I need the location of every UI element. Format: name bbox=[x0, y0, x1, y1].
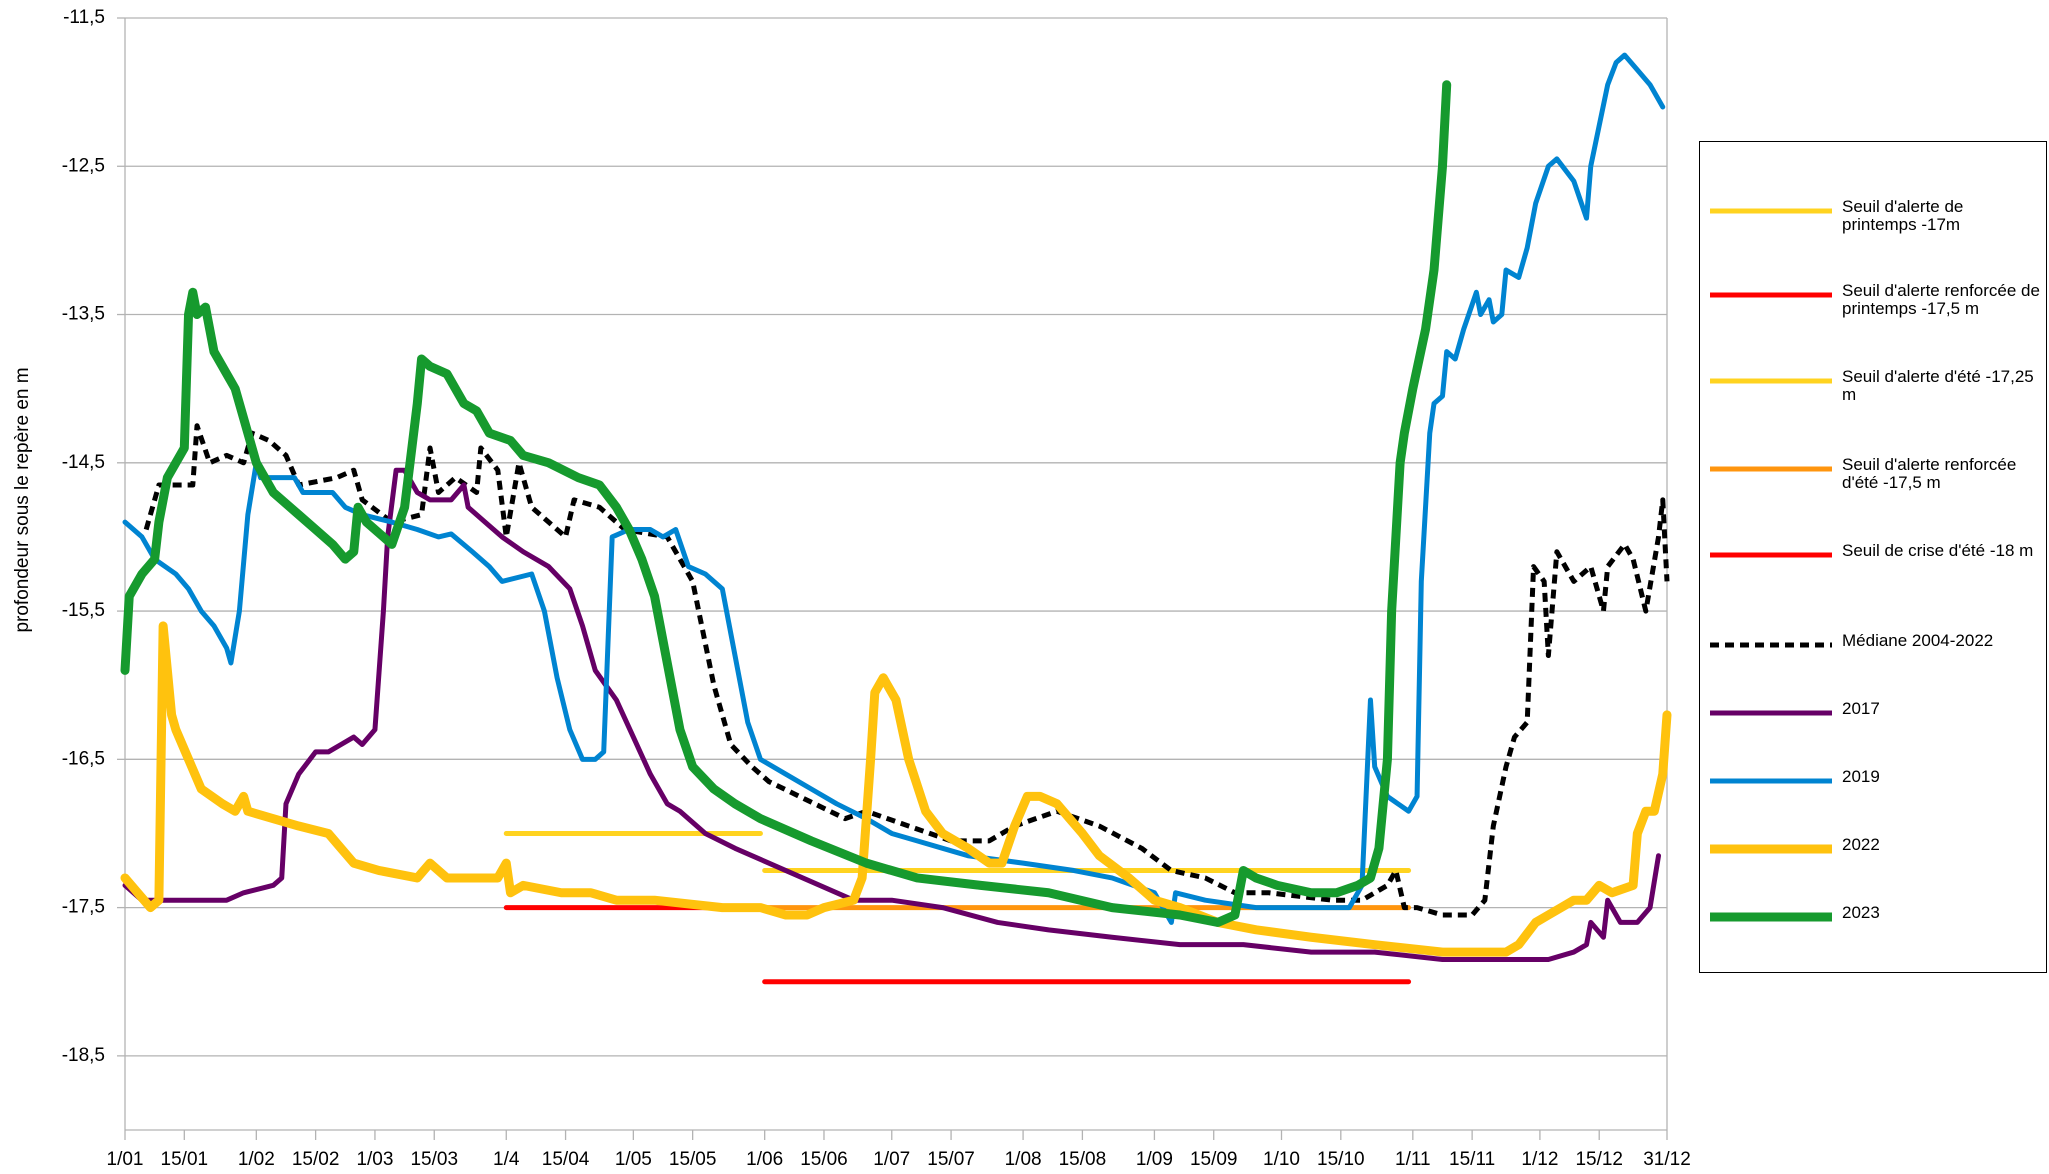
y-tick-label: -18,5 bbox=[62, 1045, 105, 1066]
legend-swatch bbox=[1710, 642, 1832, 648]
x-tick-label: 1/4 bbox=[493, 1149, 520, 1170]
y-tick-label: -17,5 bbox=[62, 897, 105, 918]
x-tick-label: 1/11 bbox=[1395, 1149, 1431, 1170]
x-tick-label: 1/09 bbox=[1136, 1149, 1173, 1170]
legend-label: 2017 bbox=[1842, 699, 1880, 718]
x-tick-label: 1/10 bbox=[1263, 1149, 1300, 1170]
y-tick-label: -14,5 bbox=[62, 452, 105, 473]
x-tick-label: 1/02 bbox=[238, 1149, 275, 1170]
series-line bbox=[120, 80, 1452, 927]
x-tick-label: 15/07 bbox=[927, 1149, 975, 1170]
x-tick-label: 1/08 bbox=[1005, 1149, 1042, 1170]
x-tick-label: 1/01 bbox=[107, 1149, 144, 1170]
legend-label: Seuil d'alerte renforcée d'été -17,5 m bbox=[1842, 455, 2017, 492]
legend-swatch bbox=[1710, 844, 1832, 854]
legend-swatch bbox=[1710, 292, 1832, 298]
x-tick-label: 1/12 bbox=[1521, 1149, 1558, 1170]
legend-label: 2023 bbox=[1842, 903, 1880, 922]
legend-swatch bbox=[1710, 710, 1832, 716]
legend-item: 2017 bbox=[1710, 700, 2042, 726]
x-tick-label: 15/06 bbox=[800, 1149, 848, 1170]
legend-swatch bbox=[1710, 552, 1832, 558]
legend-label: Seuil d'alerte renforcée de printemps -1… bbox=[1842, 281, 2040, 318]
legend-swatch bbox=[1710, 778, 1832, 784]
y-tick-label: -11,5 bbox=[63, 7, 105, 28]
x-tick-label: 31/12 bbox=[1643, 1149, 1691, 1170]
y-tick-label: -12,5 bbox=[62, 155, 105, 176]
legend-item: Seuil d'alerte d'été -17,25 m bbox=[1710, 368, 2042, 404]
x-tick-label: 15/09 bbox=[1190, 1149, 1238, 1170]
x-tick-label: 15/05 bbox=[669, 1149, 717, 1170]
x-tick-label: 1/06 bbox=[746, 1149, 783, 1170]
y-tick-label: -16,5 bbox=[62, 748, 105, 769]
legend-label: Seuil d'alerte d'été -17,25 m bbox=[1842, 367, 2034, 404]
legend: Seuil d'alerte de printemps -17m Seuil d'… bbox=[1699, 141, 2047, 973]
series-line bbox=[122, 52, 1666, 925]
legend-label: 2019 bbox=[1842, 767, 1880, 786]
legend-item: Seuil d'alerte de printemps -17m bbox=[1710, 198, 2042, 234]
legend-label: Seuil de crise d'été -18 m bbox=[1842, 541, 2034, 560]
legend-label: Seuil d'alerte de printemps -17m bbox=[1842, 197, 1964, 234]
x-tick-label: 15/03 bbox=[410, 1149, 458, 1170]
x-tick-label: 1/07 bbox=[873, 1149, 910, 1170]
x-tick-label: 15/10 bbox=[1317, 1149, 1365, 1170]
series-line bbox=[122, 467, 1662, 962]
legend-swatch bbox=[1710, 912, 1832, 922]
legend-swatch bbox=[1710, 378, 1832, 384]
legend-swatch bbox=[1710, 466, 1832, 472]
y-tick-label: -13,5 bbox=[62, 304, 105, 325]
legend-swatch bbox=[1710, 208, 1832, 214]
legend-item: Médiane 2004-2022 bbox=[1710, 632, 2042, 658]
x-tick-label: 15/08 bbox=[1059, 1149, 1107, 1170]
x-tick-label: 15/04 bbox=[542, 1149, 590, 1170]
x-tick-label: 1/03 bbox=[356, 1149, 393, 1170]
x-tick-label: 15/02 bbox=[292, 1149, 340, 1170]
y-tick-label: -15,5 bbox=[62, 600, 105, 621]
legend-item: Seuil d'alerte renforcée de printemps -1… bbox=[1710, 282, 2042, 318]
legend-label: Médiane 2004-2022 bbox=[1842, 631, 1994, 650]
x-tick-label: 15/11 bbox=[1449, 1149, 1495, 1170]
legend-label: 2022 bbox=[1842, 835, 1880, 854]
x-tick-label: 1/05 bbox=[615, 1149, 652, 1170]
x-tick-label: 15/12 bbox=[1575, 1149, 1623, 1170]
series-line bbox=[120, 621, 1672, 957]
legend-item: 2019 bbox=[1710, 768, 2042, 794]
y-axis-label: profondeur sous le repère en m bbox=[12, 367, 33, 632]
legend-item: Seuil de crise d'été -18 m bbox=[1710, 542, 2042, 568]
legend-item: 2022 bbox=[1710, 836, 2042, 862]
series-line bbox=[143, 423, 1670, 918]
legend-item: Seuil d'alerte renforcée d'été -17,5 m bbox=[1710, 456, 2042, 492]
x-tick-label: 15/01 bbox=[161, 1149, 209, 1170]
legend-item: 2023 bbox=[1710, 904, 2042, 930]
